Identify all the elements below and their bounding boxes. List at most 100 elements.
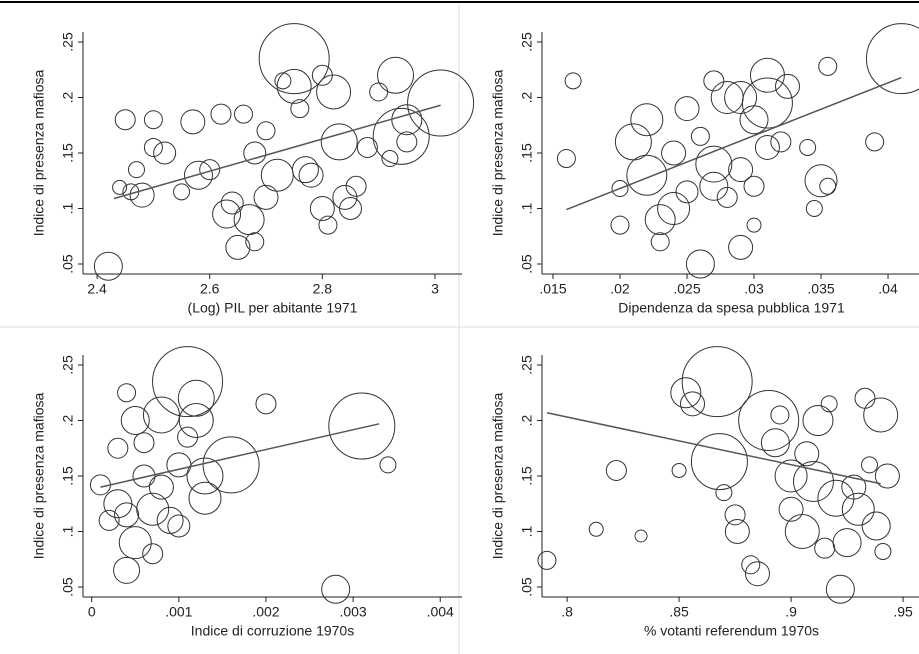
bubble (260, 158, 294, 192)
bubble (143, 137, 163, 157)
bubble (865, 132, 885, 152)
bubble (318, 215, 338, 235)
bubble (233, 104, 253, 124)
bubble (710, 80, 744, 114)
bubble (802, 404, 834, 436)
bubble (379, 456, 397, 474)
bubble (703, 70, 725, 92)
bubble (167, 514, 191, 538)
bubble (724, 519, 750, 545)
fit-line (113, 104, 441, 200)
bubble (114, 502, 140, 528)
fit-line (546, 411, 881, 485)
bubble (724, 504, 746, 526)
bubble (199, 159, 221, 181)
x-tick-label: .95 (893, 604, 913, 620)
bubble (332, 184, 358, 210)
bubble (770, 405, 790, 425)
x-tick-label: 0 (88, 604, 96, 620)
panel: .05 .1 .15 .2 .25 .8 .85 .9 .95 % votanti referen… (490, 346, 919, 639)
bubble (874, 542, 892, 560)
bubble (103, 489, 133, 519)
bubble (156, 506, 184, 534)
panel: .05 .1 .15 .2 .25 .015 .02 .025 .03 .035 .04 Dipend… (490, 23, 919, 316)
bubble (120, 405, 150, 435)
x-tick-label: 3 (431, 281, 439, 297)
y-tick-label: .1 (519, 525, 535, 537)
x-tick-label: .035 (807, 281, 834, 297)
bubble (799, 138, 817, 156)
bubble (770, 131, 792, 153)
bubble (143, 110, 163, 130)
bubble (321, 574, 351, 604)
bubble (356, 136, 378, 158)
bubble (381, 150, 399, 168)
bubble (129, 182, 155, 208)
bubble (863, 397, 899, 433)
bubble (255, 393, 277, 415)
y-tick-label: .05 (60, 254, 76, 274)
bubble (775, 73, 801, 99)
panel: .05 .1 .15 .2 .25 2.4 2.6 2.8 3 (Log) PIL per abi… (31, 23, 475, 316)
bubble (861, 511, 891, 541)
bubble (186, 457, 224, 495)
bubble (865, 23, 919, 95)
bubble (256, 121, 276, 141)
bubble (233, 204, 265, 236)
bubble (825, 574, 855, 604)
bubble (760, 428, 790, 458)
bubble (173, 183, 191, 201)
panel: .05 .1 .15 .2 .25 0 .001 .002 .003 .004 Indice di … (31, 346, 462, 639)
x-tick-label: .8 (561, 604, 573, 620)
bubble (841, 492, 875, 526)
bubble (298, 162, 324, 188)
bubble (188, 481, 222, 515)
bubble (661, 140, 687, 166)
y-tick-label: .25 (519, 355, 535, 375)
x-tick-label: .003 (339, 604, 366, 620)
bubble (98, 509, 120, 531)
bubble (671, 462, 687, 478)
y-tick-label: .25 (519, 32, 535, 52)
bubble (630, 103, 664, 137)
y-tick-label: .2 (519, 91, 535, 103)
bubble (634, 529, 648, 543)
x-tick-label: .025 (673, 281, 700, 297)
y-tick-label: .05 (60, 577, 76, 597)
bubble (657, 192, 691, 226)
bubble (537, 550, 557, 570)
bubble (564, 72, 582, 90)
y-tick-label: .1 (60, 525, 76, 537)
bubble (588, 521, 604, 537)
bubble (180, 109, 206, 135)
bubble (680, 391, 706, 417)
bubble (316, 74, 352, 110)
bubble (820, 395, 838, 413)
bubble (113, 556, 141, 584)
bubble (178, 402, 214, 438)
y-tick-label: .15 (519, 143, 535, 163)
bubble (133, 432, 155, 454)
x-tick-label: .85 (669, 604, 689, 620)
bubble (611, 180, 629, 198)
bubble (778, 496, 804, 522)
bubble (749, 57, 785, 93)
y-tick-label: .15 (519, 466, 535, 486)
y-axis-label: Indice di presenza mafiosa (31, 393, 47, 560)
bubble (690, 433, 748, 491)
x-tick-label: .03 (744, 281, 764, 297)
bubble (860, 456, 878, 474)
bubble (372, 107, 430, 165)
bubble (854, 387, 876, 409)
bubble (202, 436, 260, 494)
bubble (291, 156, 319, 184)
bubble (93, 251, 123, 281)
bubble (605, 459, 627, 481)
y-tick-label: .2 (519, 414, 535, 426)
bubble (690, 126, 710, 146)
y-tick-label: .05 (519, 254, 535, 274)
fit-line (566, 76, 902, 211)
bubble (743, 175, 765, 197)
bubble (177, 379, 215, 417)
